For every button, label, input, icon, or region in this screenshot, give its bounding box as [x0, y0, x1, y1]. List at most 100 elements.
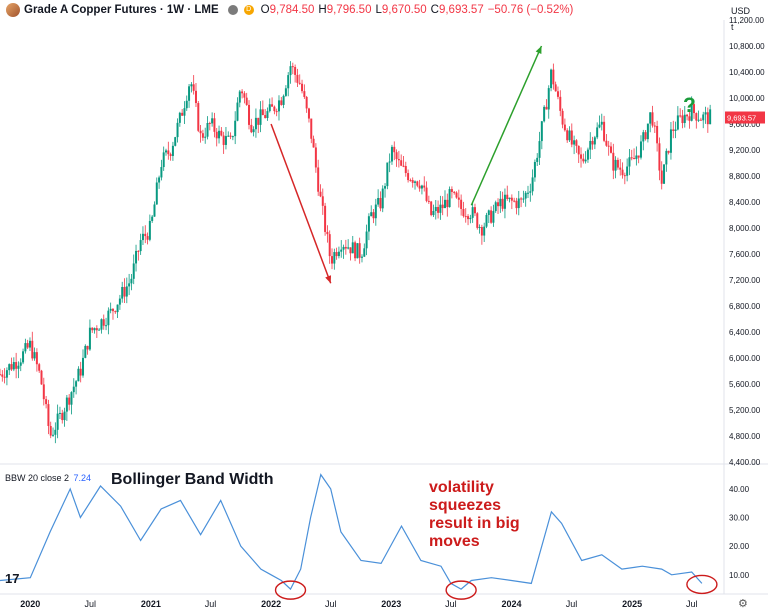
candle-body	[190, 84, 193, 87]
candle-body	[312, 138, 315, 148]
candle-body	[706, 112, 709, 125]
change-value: −50.76 (−0.52%)	[487, 4, 574, 16]
candle-body	[633, 158, 636, 160]
candle-body	[600, 121, 603, 125]
candle-body	[277, 100, 280, 112]
candle-body	[301, 83, 304, 92]
candle-body	[520, 198, 523, 200]
time-tick-label: Jul	[205, 599, 217, 609]
bbw-tick-label: 20.00	[729, 542, 750, 551]
candle-body	[660, 170, 663, 184]
time-tick-label: 2021	[141, 599, 161, 609]
candle-body	[284, 88, 287, 96]
close-value: 9,693.57	[438, 4, 484, 16]
low-value: 9,670.50	[381, 4, 427, 16]
candle-body	[224, 136, 227, 145]
candle-body	[86, 345, 89, 350]
candle-body	[28, 340, 31, 348]
candle-body	[363, 248, 366, 257]
candle-body	[414, 181, 417, 183]
candle-body	[460, 199, 463, 209]
bbw-line	[0, 473, 703, 591]
candle-body	[390, 146, 393, 162]
candle-body	[693, 104, 696, 114]
candle-body	[331, 256, 334, 264]
candle-body	[95, 328, 98, 331]
candle-body	[58, 412, 61, 414]
candle-body	[201, 133, 204, 138]
candle-body	[499, 198, 502, 207]
candle-body	[174, 137, 177, 146]
candle-body	[409, 180, 412, 182]
candle-body	[702, 114, 705, 121]
candle-body	[231, 136, 234, 138]
candle-body	[393, 146, 396, 153]
candle-body	[33, 352, 36, 359]
tradingview-logo-icon[interactable]: 17	[5, 571, 20, 586]
price-tick-label: 4,400.00	[729, 458, 761, 467]
candle-body	[653, 125, 656, 127]
candle-body	[118, 298, 121, 305]
candle-body	[356, 243, 359, 259]
price-tick-label: 6,000.00	[729, 354, 761, 363]
question-mark-annotation: ?	[683, 94, 696, 117]
symbol-title[interactable]: Grade A Copper Futures · 1W · LME	[24, 4, 219, 16]
candle-body	[206, 122, 209, 137]
candle-body	[699, 119, 702, 121]
candle-body	[245, 97, 248, 105]
candle-body	[335, 252, 338, 257]
candle-body	[580, 154, 583, 159]
candle-body	[229, 135, 232, 137]
candle-body	[365, 231, 368, 249]
candle-body	[545, 106, 548, 110]
candle-body	[3, 376, 6, 378]
candle-body	[116, 304, 119, 313]
candle-body	[121, 286, 124, 299]
candle-body	[54, 429, 57, 435]
candle-body	[199, 130, 202, 134]
candle-body	[367, 216, 370, 232]
candle-body	[568, 130, 571, 141]
candle-body	[679, 115, 682, 117]
candle-body	[582, 158, 585, 162]
candle-body	[404, 166, 407, 174]
candle-body	[135, 250, 138, 264]
candle-body	[635, 155, 638, 160]
candle-body	[540, 121, 543, 142]
candle-body	[215, 131, 218, 139]
candle-body	[354, 242, 357, 259]
candle-body	[467, 216, 470, 220]
gear-icon[interactable]: ⚙	[738, 598, 748, 610]
close-label: C	[430, 4, 439, 16]
price-tick-label: 11,200.00	[729, 16, 765, 25]
unit-label: t	[730, 22, 734, 32]
candle-body	[326, 231, 329, 235]
candle-body	[160, 167, 163, 178]
candle-body	[222, 135, 225, 145]
candle-body	[448, 189, 451, 208]
time-tick-label: 2022	[261, 599, 281, 609]
time-tick-label: 2025	[622, 599, 642, 609]
time-tick-label: Jul	[84, 599, 96, 609]
candle-body	[434, 206, 437, 212]
candle-body	[483, 226, 486, 236]
candle-body	[506, 194, 509, 200]
trend-arrowhead	[535, 46, 542, 54]
indicator-legend[interactable]: BBW 20 close 2 7.24	[5, 473, 91, 483]
candle-body	[0, 374, 1, 376]
candle-body	[102, 319, 105, 326]
candle-body	[114, 311, 117, 313]
candle-body	[17, 365, 20, 369]
candle-body	[250, 124, 253, 133]
currency-selector[interactable]: USD t	[731, 3, 750, 35]
candle-body	[192, 84, 195, 91]
candle-body	[257, 117, 260, 125]
candle-body	[208, 122, 211, 124]
candle-body	[252, 129, 255, 133]
candle-body	[324, 205, 327, 232]
candle-body	[291, 66, 294, 68]
candle-body	[47, 404, 50, 426]
candle-body	[153, 204, 156, 217]
candle-body	[607, 145, 610, 147]
high-label: H	[318, 4, 327, 16]
